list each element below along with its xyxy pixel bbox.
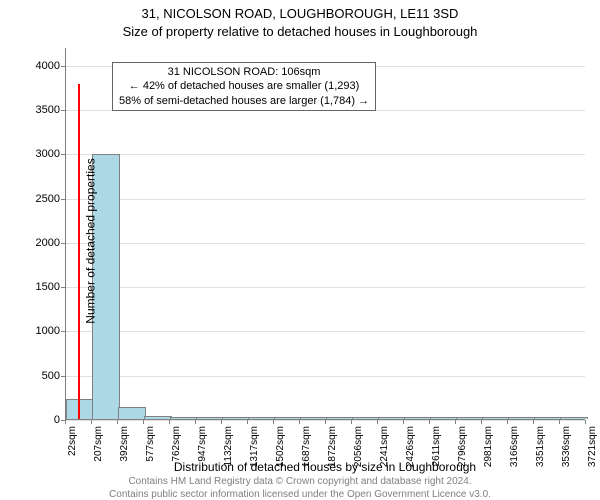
xtick-mark bbox=[325, 420, 326, 424]
xtick-mark bbox=[507, 420, 508, 424]
xtick-mark bbox=[559, 420, 560, 424]
xtick-label: 207sqm bbox=[93, 426, 104, 476]
histogram-bar bbox=[300, 417, 327, 419]
xtick-mark bbox=[247, 420, 248, 424]
chart-title-2: Size of property relative to detached ho… bbox=[0, 24, 600, 39]
annotation-line-3: 58% of semi-detached houses are larger (… bbox=[119, 94, 369, 108]
xtick-label: 3536sqm bbox=[561, 426, 572, 476]
histogram-bar bbox=[378, 417, 405, 419]
xtick-label: 3351sqm bbox=[535, 426, 546, 476]
xtick-label: 2426sqm bbox=[405, 426, 416, 476]
xtick-mark bbox=[195, 420, 196, 424]
gridline bbox=[66, 199, 585, 200]
marker-line bbox=[78, 84, 80, 419]
histogram-bar bbox=[248, 417, 275, 419]
ytick-label: 3000 bbox=[10, 148, 60, 160]
xtick-mark bbox=[455, 420, 456, 424]
xtick-label: 2796sqm bbox=[457, 426, 468, 476]
histogram-bar bbox=[430, 417, 457, 419]
histogram-bar bbox=[560, 417, 587, 419]
xtick-label: 947sqm bbox=[197, 426, 208, 476]
xtick-mark bbox=[65, 420, 66, 424]
chart-container: 31, NICOLSON ROAD, LOUGHBOROUGH, LE11 3S… bbox=[0, 0, 600, 500]
annotation-box: 31 NICOLSON ROAD: 106sqm ← 42% of detach… bbox=[112, 62, 376, 111]
xtick-mark bbox=[403, 420, 404, 424]
ytick-mark bbox=[61, 110, 65, 111]
ytick-mark bbox=[61, 376, 65, 377]
xtick-mark bbox=[351, 420, 352, 424]
xtick-label: 22sqm bbox=[67, 426, 78, 476]
histogram-bar bbox=[404, 417, 431, 419]
histogram-bar bbox=[222, 417, 249, 419]
xtick-mark bbox=[299, 420, 300, 424]
histogram-bar bbox=[456, 417, 483, 419]
xtick-label: 577sqm bbox=[145, 426, 156, 476]
xtick-mark bbox=[533, 420, 534, 424]
xtick-label: 3166sqm bbox=[509, 426, 520, 476]
gridline bbox=[66, 376, 585, 377]
ytick-mark bbox=[61, 287, 65, 288]
ytick-label: 500 bbox=[10, 370, 60, 382]
histogram-bar bbox=[196, 417, 223, 419]
ytick-label: 3500 bbox=[10, 104, 60, 116]
histogram-bar bbox=[508, 417, 535, 419]
xtick-mark bbox=[273, 420, 274, 424]
xtick-label: 1872sqm bbox=[327, 426, 338, 476]
gridline bbox=[66, 243, 585, 244]
xtick-mark bbox=[91, 420, 92, 424]
xtick-label: 1687sqm bbox=[301, 426, 312, 476]
y-axis-label: Number of detached properties bbox=[84, 158, 98, 323]
ytick-mark bbox=[61, 66, 65, 67]
xtick-label: 3721sqm bbox=[587, 426, 598, 476]
gridline bbox=[66, 154, 585, 155]
histogram-bar bbox=[118, 407, 145, 420]
ytick-label: 2000 bbox=[10, 237, 60, 249]
xtick-mark bbox=[481, 420, 482, 424]
xtick-mark bbox=[169, 420, 170, 424]
histogram-bar bbox=[274, 417, 301, 419]
ytick-mark bbox=[61, 243, 65, 244]
histogram-bar bbox=[534, 417, 561, 419]
ytick-label: 4000 bbox=[10, 60, 60, 72]
xtick-label: 392sqm bbox=[119, 426, 130, 476]
ytick-label: 1000 bbox=[10, 325, 60, 337]
xtick-mark bbox=[429, 420, 430, 424]
annotation-line-1: 31 NICOLSON ROAD: 106sqm bbox=[119, 65, 369, 79]
xtick-mark bbox=[117, 420, 118, 424]
xtick-mark bbox=[377, 420, 378, 424]
ytick-mark bbox=[61, 331, 65, 332]
ytick-mark bbox=[61, 199, 65, 200]
histogram-bar bbox=[482, 417, 509, 419]
xtick-mark bbox=[585, 420, 586, 424]
histogram-bar bbox=[144, 416, 171, 419]
annotation-line-2: ← 42% of detached houses are smaller (1,… bbox=[119, 79, 369, 93]
gridline bbox=[66, 331, 585, 332]
footer-line-1: Contains HM Land Registry data © Crown c… bbox=[0, 476, 600, 487]
xtick-label: 2611sqm bbox=[431, 426, 442, 476]
xtick-label: 2981sqm bbox=[483, 426, 494, 476]
xtick-mark bbox=[143, 420, 144, 424]
footer-line-2: Contains public sector information licen… bbox=[0, 489, 600, 500]
xtick-label: 1317sqm bbox=[249, 426, 260, 476]
histogram-bar bbox=[66, 399, 93, 419]
xtick-label: 1502sqm bbox=[275, 426, 286, 476]
ytick-mark bbox=[61, 154, 65, 155]
xtick-label: 2056sqm bbox=[353, 426, 364, 476]
chart-title-1: 31, NICOLSON ROAD, LOUGHBOROUGH, LE11 3S… bbox=[0, 6, 600, 21]
gridline bbox=[66, 287, 585, 288]
histogram-bar bbox=[170, 417, 197, 419]
ytick-label: 0 bbox=[10, 414, 60, 426]
histogram-bar bbox=[326, 417, 353, 419]
xtick-label: 762sqm bbox=[171, 426, 182, 476]
ytick-label: 2500 bbox=[10, 193, 60, 205]
xtick-label: 2241sqm bbox=[379, 426, 390, 476]
xtick-label: 1132sqm bbox=[223, 426, 234, 476]
histogram-bar bbox=[352, 417, 379, 419]
xtick-mark bbox=[221, 420, 222, 424]
ytick-label: 1500 bbox=[10, 281, 60, 293]
